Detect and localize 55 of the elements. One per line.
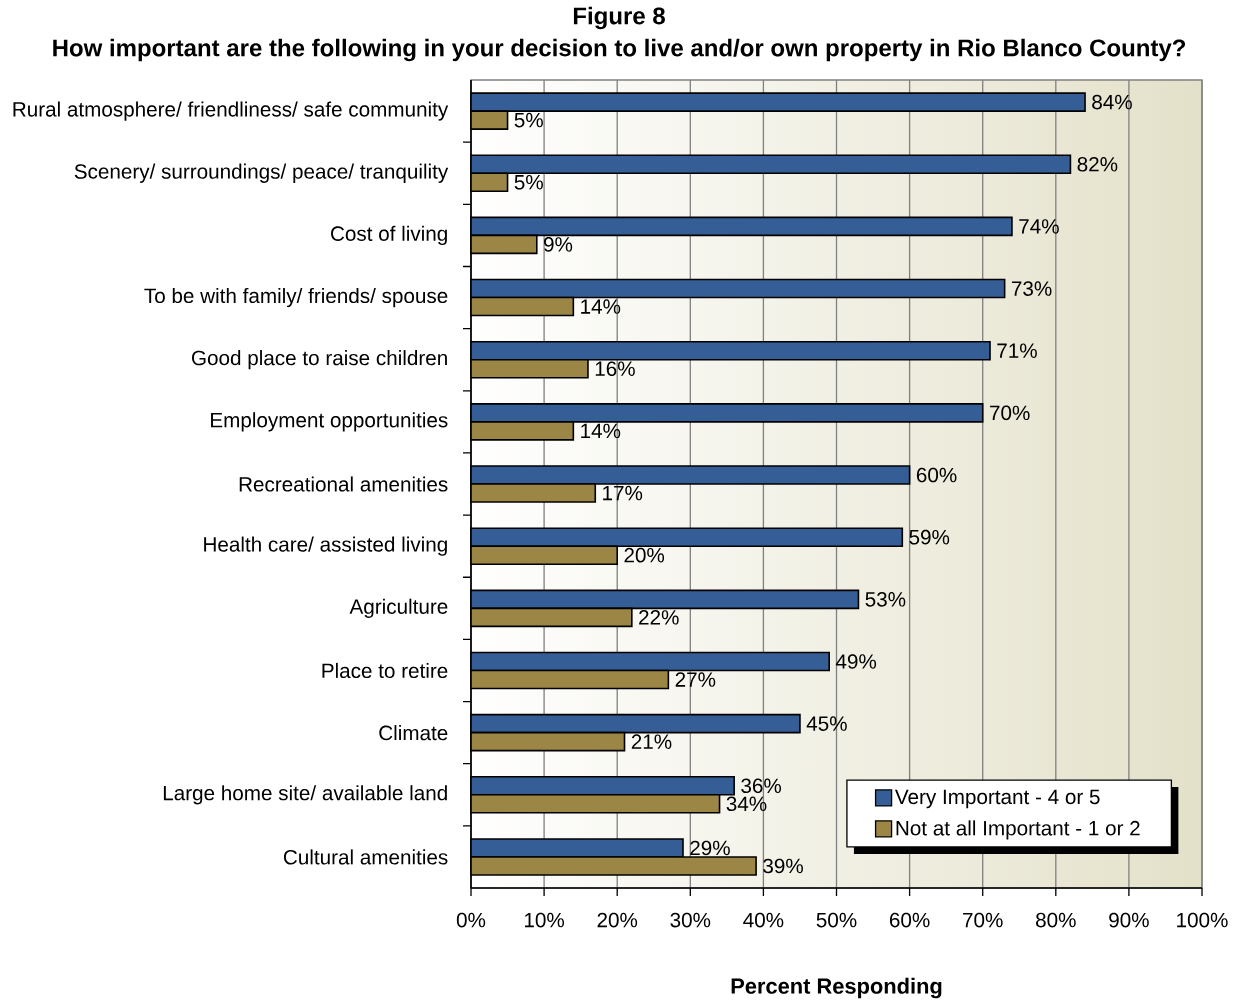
y-tick-label: Health care/ assisted living — [204, 536, 447, 556]
x-tick-label: 0% — [456, 912, 486, 928]
data-label: 29% — [690, 840, 730, 856]
data-label: 16% — [595, 361, 635, 377]
y-tick-label: Scenery/ surroundings/ peace/ tranquility — [74, 163, 449, 183]
legend-label: Very Important - 4 or 5 — [894, 789, 1100, 809]
data-label: 70% — [990, 405, 1030, 421]
data-label: 45% — [806, 716, 847, 731]
y-tick-label: Large home site/ available land — [163, 785, 447, 805]
data-label: 36% — [741, 778, 782, 794]
data-label: 39% — [763, 858, 803, 874]
data-label: 82% — [1077, 156, 1118, 172]
data-label: 60% — [916, 467, 957, 483]
data-label: 21% — [631, 734, 672, 749]
y-tick-label: Place to retire — [322, 662, 448, 679]
data-label: 17% — [603, 485, 643, 501]
data-label: 5% — [514, 112, 543, 128]
y-tick-label: Cultural amenities — [283, 849, 448, 865]
data-label: 20% — [624, 547, 665, 563]
y-tick-label: Recreational amenities — [239, 476, 448, 492]
data-label: 9% — [544, 237, 573, 252]
x-tick-label: 10% — [524, 912, 565, 928]
y-tick-label: Cost of living — [331, 225, 447, 246]
data-label: 73% — [1011, 281, 1052, 296]
data-label: 71% — [997, 343, 1037, 358]
legend-label: Not at all Important - 1 or 2 — [896, 820, 1140, 840]
x-axis-title: Percent Responding — [731, 977, 942, 999]
x-tick-label: 80% — [1036, 912, 1076, 928]
data-label: 74% — [1019, 219, 1059, 234]
x-tick-label: 70% — [963, 912, 1003, 928]
y-tick-label: Climate — [379, 725, 448, 741]
data-label: 22% — [639, 610, 679, 625]
data-label: 34% — [726, 796, 767, 812]
data-label: 14% — [581, 423, 621, 439]
x-tick-label: 30% — [670, 912, 711, 928]
chart-subtitle: How important are the following in your decision to live and/or own property in Rio Blanco County? — [53, 38, 1186, 62]
data-label: 27% — [675, 672, 716, 687]
data-label: 14% — [581, 299, 621, 314]
data-label: 49% — [835, 654, 877, 669]
y-tick-label: Agriculture — [349, 598, 448, 618]
data-label: 84% — [1092, 94, 1132, 110]
y-tick-label: Rural atmosphere/ friendliness/ safe community — [13, 101, 449, 121]
data-label: 53% — [865, 592, 906, 607]
chart-title: Figure 8 — [573, 6, 665, 30]
x-tick-label: 40% — [743, 912, 784, 928]
y-tick-label: To be with family/ friends/ spouse — [144, 287, 448, 308]
x-tick-label: 90% — [1109, 912, 1149, 928]
y-tick-label: Employment opportunities — [211, 412, 448, 432]
data-label: 5% — [514, 174, 543, 190]
x-tick-label: 60% — [889, 912, 930, 928]
x-tick-label: 20% — [597, 912, 638, 928]
x-tick-label: 50% — [816, 912, 857, 928]
data-label: 59% — [909, 529, 950, 545]
y-tick-label: Good place to raise children — [192, 350, 447, 370]
x-tick-label: 100% — [1177, 912, 1228, 928]
